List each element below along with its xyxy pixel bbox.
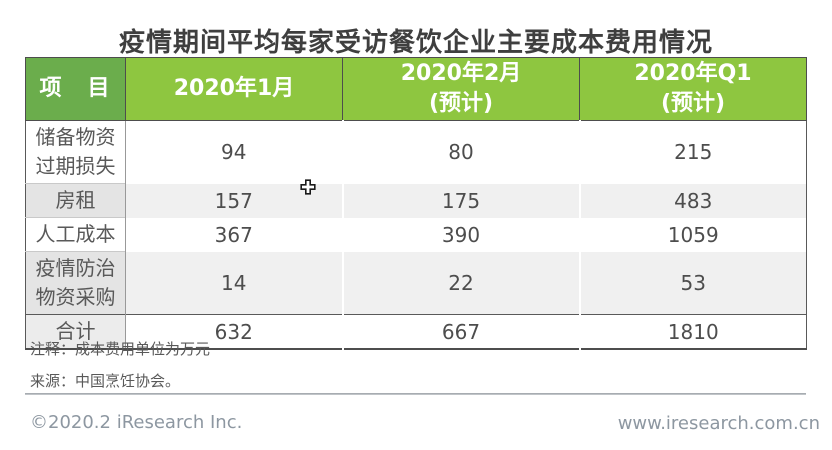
page-title: 疫情期间平均每家受访餐饮企业主要成本费用情况 [118,28,713,58]
website-url: www.iresearch.com.cn [617,413,820,434]
header-q1-2020: 2020年Q1 (预计) [579,57,807,121]
header-feb-sublabel: (预计) [428,91,494,116]
cell-q1: 1810 [579,314,807,349]
header-jan-label: 2020年1月 [173,76,295,102]
copyright-text: ©2020.2 iResearch Inc. [30,412,243,433]
header-q1-label: 2020年Q1 [634,61,752,87]
unit-note: 注释：成本费用单位为万元 [30,340,211,358]
table-row-labor-cost: 人工成本 367 390 1059 [25,217,807,252]
table-header-row: 项 目 2020年1月 2020年2月 (预计) 2020年Q1 (预计) [25,57,807,121]
cell-jan: 14 [125,251,344,315]
cell-q1: 215 [579,120,807,184]
cell-feb: 80 [342,120,581,184]
cell-feb: 390 [342,217,581,252]
source-note: 来源：中国烹饪协会。 [30,371,181,390]
row-label: 储备物资过期损失 [25,120,126,184]
plus-cursor-icon [300,179,316,195]
table-row-reserve-loss: 储备物资过期损失 94 80 215 [25,120,807,184]
cell-q1: 1059 [579,217,807,252]
cell-jan: 632 [125,314,344,349]
header-feb-label: 2020年2月 [400,61,522,87]
header-item: 项 目 [25,57,126,121]
cell-feb: 175 [342,183,581,218]
row-label: 疫情防治物资采购 [25,251,126,315]
cell-q1: 483 [579,183,807,218]
cell-feb: 22 [342,251,581,315]
cell-q1: 53 [579,251,807,315]
cell-jan: 367 [125,217,344,252]
table-row-epidemic-supplies: 疫情防治物资采购 14 22 53 [25,251,807,315]
row-label: 房租 [25,183,126,218]
header-jan-2020: 2020年1月 [125,57,343,121]
row-label: 合计 [25,314,126,349]
table-row-total: 合计 632 667 1810 [25,314,807,349]
row-label: 人工成本 [25,217,126,252]
table-row-rent: 房租 157 175 483 [25,183,807,218]
cost-table: 项 目 2020年1月 2020年2月 (预计) 2020年Q1 (预计) 储备… [25,57,807,350]
cell-feb: 667 [342,314,581,349]
footer-divider [25,393,806,395]
cell-jan: 94 [125,120,344,184]
header-feb-2020: 2020年2月 (预计) [342,57,580,121]
header-item-label: 项 目 [39,76,112,102]
header-q1-sublabel: (预计) [660,91,726,116]
notes-block: 注释：成本费用单位为万元 来源：中国烹饪协会。 [30,340,210,403]
